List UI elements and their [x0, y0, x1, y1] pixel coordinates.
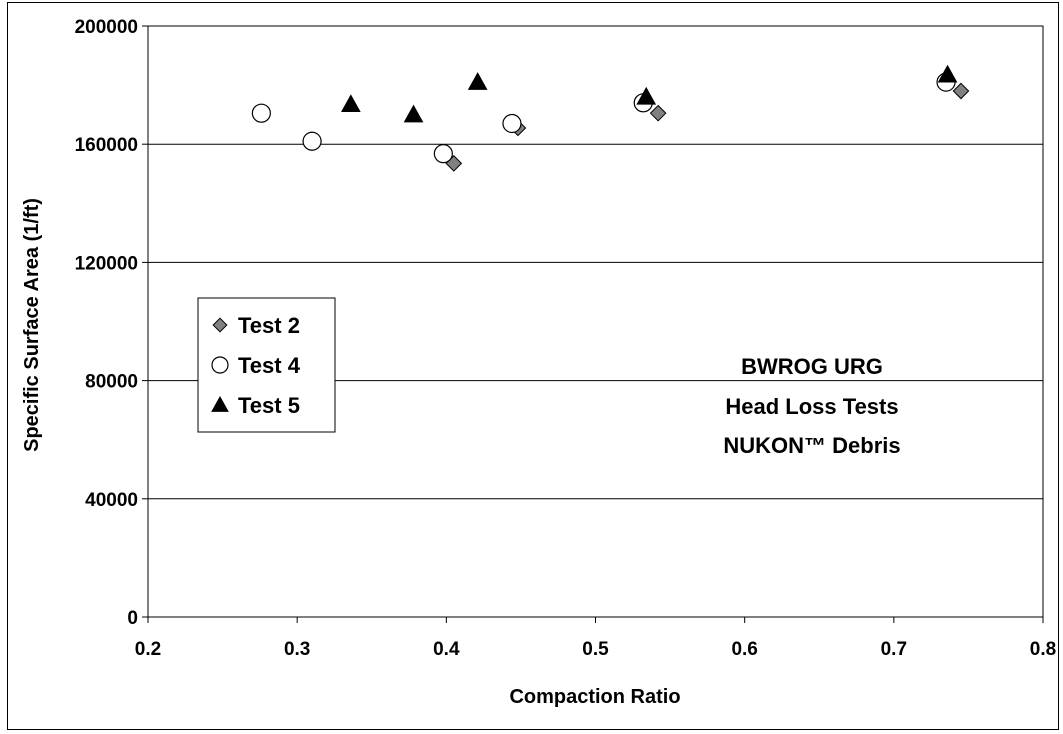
- annotation-line-2: Head Loss Tests: [725, 394, 898, 419]
- y-tick-label: 120000: [75, 253, 138, 274]
- data-point-test-5: [937, 64, 958, 83]
- legend-marker-test-5: [211, 395, 229, 412]
- data-point-test-4: [433, 144, 453, 164]
- annotation-line-1: BWROG URG: [741, 354, 883, 379]
- legend-label-test-2: Test 2: [238, 313, 300, 338]
- data-points: [251, 64, 970, 172]
- data-point-test-2: [649, 104, 667, 122]
- y-axis-tick-labels: 0 40000 80000 120000 160000 200000: [75, 17, 138, 629]
- x-tick-label: 0.4: [433, 639, 460, 660]
- annotation-line-3: NUKON™ Debris: [723, 433, 900, 458]
- chart-frame: [7, 2, 1059, 730]
- y-axis-label: Specific Surface Area (1/ft): [21, 198, 43, 452]
- axis-ticks: [142, 25, 1044, 623]
- x-axis-tick-labels: 0.2 0.3 0.4 0.5 0.6 0.7 0.8: [135, 639, 1056, 660]
- data-point-test-4: [302, 131, 322, 151]
- y-tick-label: 40000: [85, 490, 138, 511]
- legend-marker-test-4: [211, 356, 229, 374]
- data-point-test-2: [952, 82, 970, 100]
- y-tick-label: 0: [127, 608, 138, 629]
- y-tick-label: 160000: [75, 135, 138, 156]
- x-tick-label: 0.2: [135, 639, 161, 660]
- data-point-test-4: [251, 103, 271, 123]
- data-point-test-5: [341, 94, 361, 113]
- x-tick-label: 0.3: [284, 639, 310, 660]
- y-tick-label: 200000: [75, 17, 138, 38]
- chart-annotation: BWROG URG Head Loss Tests NUKON™ Debris: [723, 354, 900, 458]
- legend-marker-test-2: [212, 317, 228, 333]
- x-tick-label: 0.5: [582, 639, 609, 660]
- legend-label-test-4: Test 4: [238, 353, 301, 378]
- data-point-test-4: [502, 113, 522, 134]
- legend: Test 2 Test 4 Test 5: [197, 297, 336, 433]
- data-point-test-5: [636, 86, 657, 105]
- y-tick-label: 80000: [85, 372, 138, 393]
- data-point-test-5: [403, 104, 424, 123]
- legend-label-test-5: Test 5: [238, 393, 300, 418]
- x-axis-label: Compaction Ratio: [509, 686, 680, 708]
- x-tick-label: 0.7: [881, 639, 907, 660]
- x-tick-label: 0.8: [1030, 639, 1056, 660]
- data-point-test-5: [467, 72, 488, 90]
- x-tick-label: 0.6: [731, 639, 757, 660]
